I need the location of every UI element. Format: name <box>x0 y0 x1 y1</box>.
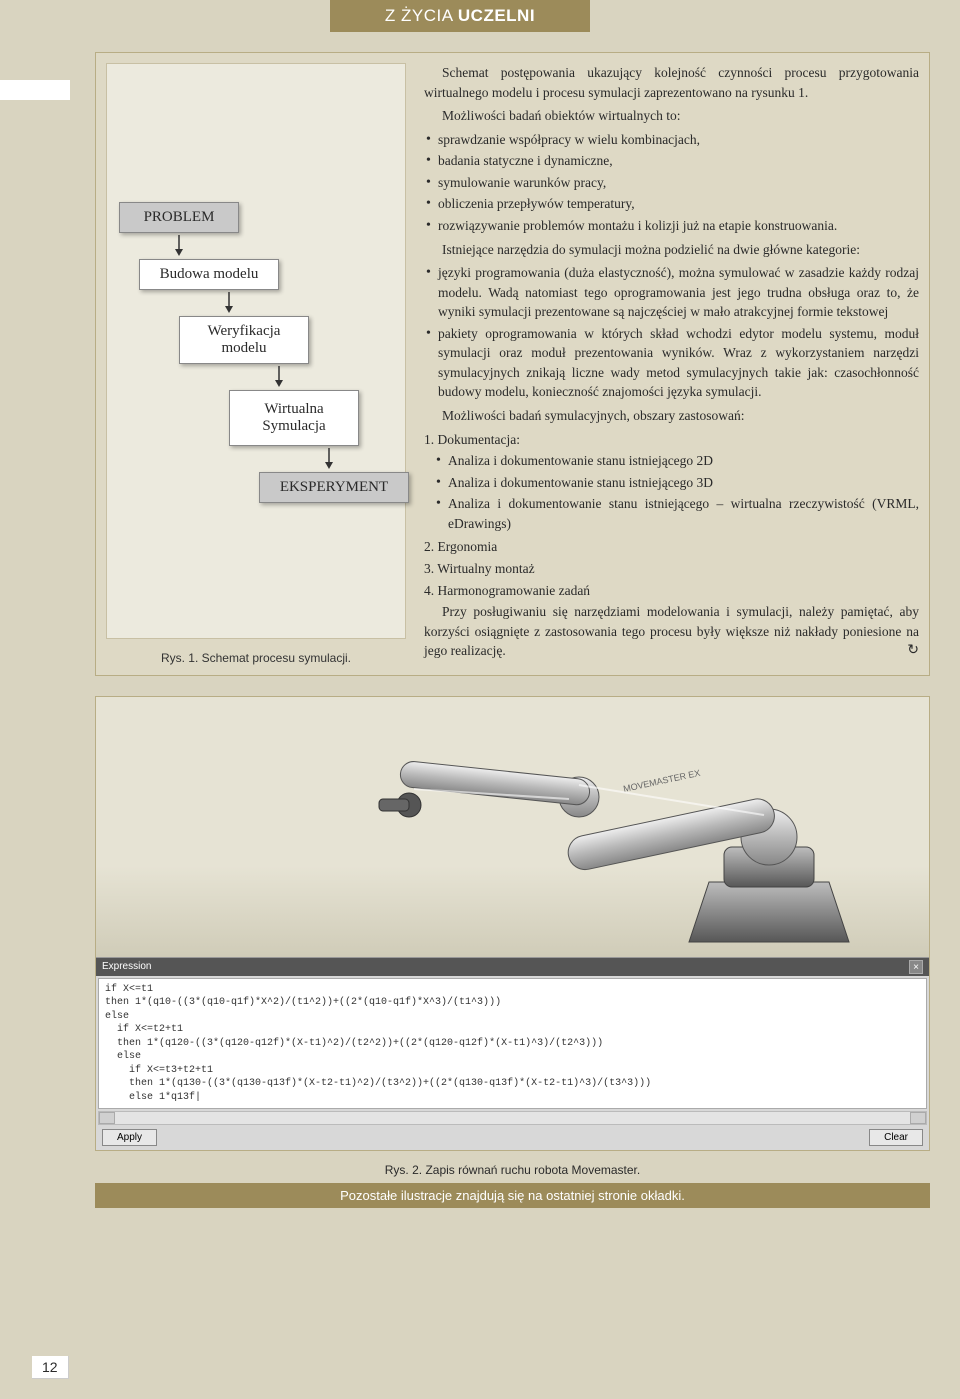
expression-panel: Expression × if X<=t1 then 1*(q10-((3*(q… <box>96 957 929 1151</box>
arrow-icon <box>319 448 339 470</box>
list-item: Analiza i dokumentowanie stanu istniejąc… <box>434 494 919 533</box>
article-text: Schemat postępowania ukazujący kolejność… <box>424 63 919 665</box>
left-column: PROBLEM Budowa modelu Weryfikacja modelu… <box>106 63 406 665</box>
paragraph: Istniejące narzędzia do symulacji można … <box>424 240 919 260</box>
figure-2-caption: Rys. 2. Zapis równań ruchu robota Movema… <box>95 1163 930 1177</box>
list-item: Analiza i dokumentowanie stanu istniejąc… <box>434 473 919 493</box>
flow-node-weryfikacja: Weryfikacja modelu <box>179 316 309 364</box>
numbered-item: 2. Ergonomia <box>424 537 919 557</box>
paragraph: Możliwości badań obiektów wirtualnych to… <box>424 106 919 126</box>
header-prefix: Z ŻYCIA <box>385 6 453 25</box>
page-number: 12 <box>32 1356 69 1379</box>
bullet-list: sprawdzanie współpracy w wielu kombinacj… <box>424 130 919 236</box>
bullet-list: Analiza i dokumentowanie stanu istniejąc… <box>434 451 919 533</box>
numbered-item: 1. Dokumentacja: <box>424 430 919 450</box>
flow-node-problem: PROBLEM <box>119 202 239 233</box>
header-bold: UCZELNI <box>458 6 535 25</box>
section-header: Z ŻYCIA UCZELNI <box>330 0 590 32</box>
bullet-list: języki programowania (duża elastyczność)… <box>424 263 919 402</box>
horizontal-scrollbar[interactable] <box>98 1111 927 1125</box>
arrow-icon <box>269 366 289 388</box>
numbered-item: 3. Wirtualny montaż <box>424 559 919 579</box>
margin-marker <box>0 80 70 100</box>
robot-render: MOVEMASTER EX <box>96 697 929 957</box>
list-item: obliczenia przepływów temperatury, <box>424 194 919 214</box>
robot-label: MOVEMASTER EX <box>622 768 701 794</box>
paragraph: Przy posługiwaniu się narzędziami modelo… <box>424 602 919 661</box>
expression-code[interactable]: if X<=t1 then 1*(q10-((3*(q10-q1f)*X^2)/… <box>98 978 927 1110</box>
close-icon[interactable]: × <box>909 960 923 974</box>
expression-title: Expression <box>102 961 151 972</box>
figure-1-caption: Rys. 1. Schemat procesu symulacji. <box>106 651 406 665</box>
list-item: symulowanie warunków pracy, <box>424 173 919 193</box>
list-item: sprawdzanie współpracy w wielu kombinacj… <box>424 130 919 150</box>
paragraph-text: Przy posługiwaniu się narzędziami modelo… <box>424 604 919 658</box>
footer-note: Pozostałe ilustracje znajdują się na ost… <box>95 1183 930 1208</box>
arrow-icon <box>219 292 239 314</box>
continue-icon: ↻ <box>889 641 919 661</box>
expression-titlebar: Expression × <box>96 958 929 976</box>
arrow-icon <box>169 235 189 257</box>
flow-node-budowa: Budowa modelu <box>139 259 279 290</box>
paragraph: Schemat postępowania ukazujący kolejność… <box>424 63 919 102</box>
list-item: Analiza i dokumentowanie stanu istniejąc… <box>434 451 919 471</box>
clear-button[interactable]: Clear <box>869 1129 923 1146</box>
list-item: rozwiązywanie problemów montażu i kolizj… <box>424 216 919 236</box>
figure-2-frame: MOVEMASTER EX Expression × if X<=t1 then… <box>95 696 930 1152</box>
flow-node-label: Weryfikacja modelu <box>208 323 281 356</box>
list-item: języki programowania (duża elastyczność)… <box>424 263 919 322</box>
apply-button[interactable]: Apply <box>102 1129 157 1146</box>
flow-node-eksperyment: EKSPERYMENT <box>259 472 409 503</box>
numbered-item: 4. Harmonogramowanie zadań <box>424 581 919 601</box>
flow-node-label: Wirtualna Symulacja <box>262 401 325 434</box>
flow-node-symulacja: Wirtualna Symulacja <box>229 390 359 446</box>
list-item: badania statyczne i dynamiczne, <box>424 151 919 171</box>
expression-buttons: Apply Clear <box>96 1125 929 1150</box>
robot-arm-icon: MOVEMASTER EX <box>369 697 889 957</box>
figure-1-frame: PROBLEM Budowa modelu Weryfikacja modelu… <box>95 52 930 676</box>
flowchart-diagram: PROBLEM Budowa modelu Weryfikacja modelu… <box>106 63 406 639</box>
paragraph: Możliwości badań symulacyjnych, obszary … <box>424 406 919 426</box>
list-item: pakiety oprogramowania w których skład w… <box>424 324 919 402</box>
